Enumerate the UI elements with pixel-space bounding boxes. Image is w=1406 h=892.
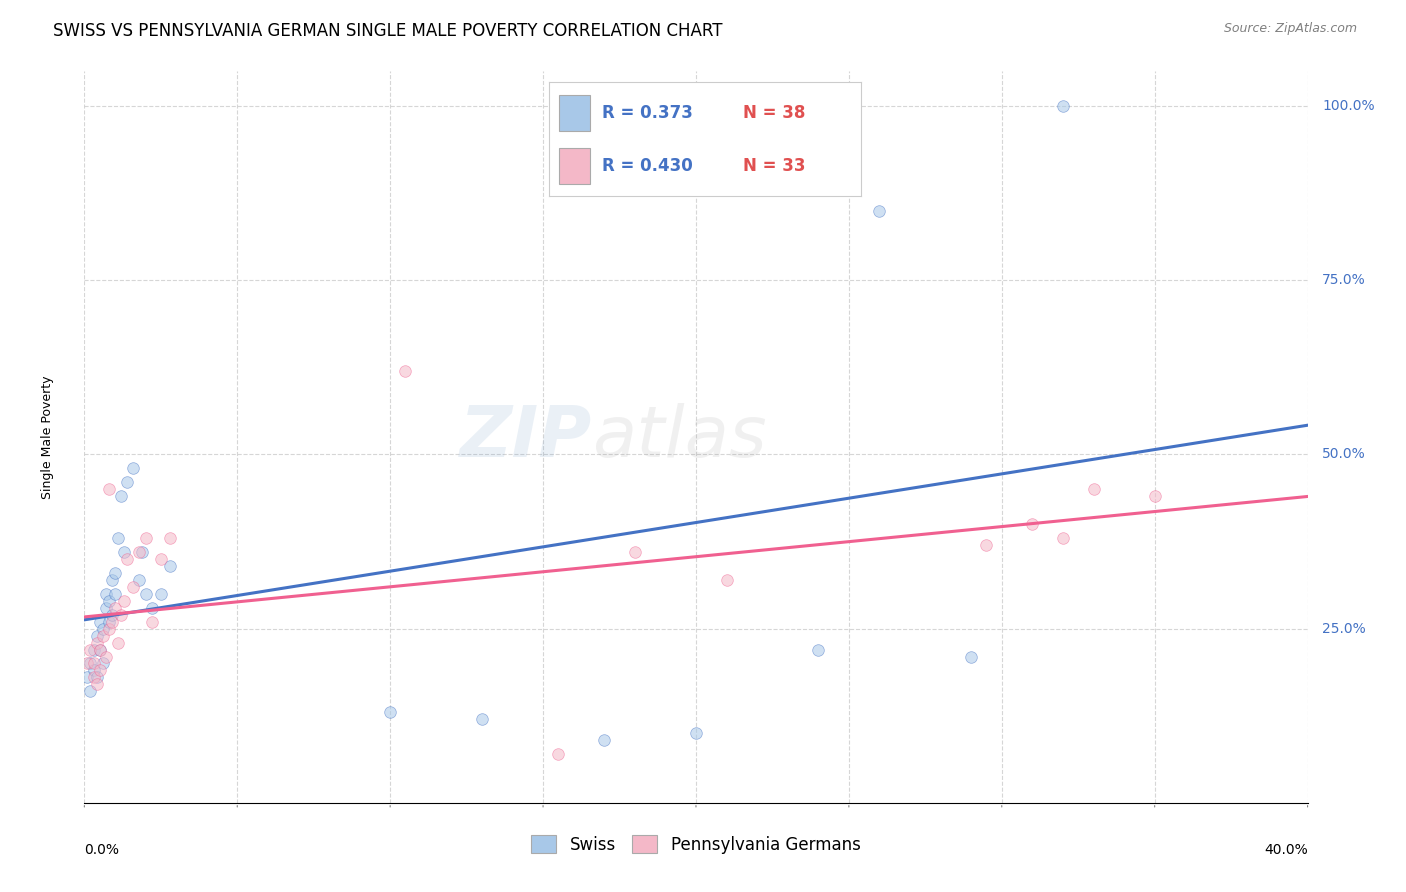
Point [159, 531, 181, 545]
Text: atlas: atlas [592, 402, 766, 472]
Point [83, 657, 105, 671]
Point [94, 600, 117, 615]
Point [86, 635, 108, 649]
Point [86, 629, 108, 643]
Text: 100.0%: 100.0% [1322, 99, 1375, 113]
Point [685, 726, 707, 740]
Point [131, 545, 153, 559]
Point [1052, 99, 1074, 113]
Point [89, 664, 111, 678]
Point [94, 587, 117, 601]
Point [976, 538, 998, 552]
Point [79, 657, 101, 671]
Point [1052, 531, 1074, 545]
Point [97, 615, 120, 629]
Point [79, 642, 101, 657]
Point [97, 483, 120, 497]
Point [547, 747, 569, 761]
Text: Single Male Poverty: Single Male Poverty [41, 376, 53, 499]
Text: 25.0%: 25.0% [1322, 622, 1367, 636]
Point [91, 622, 114, 636]
Point [97, 622, 120, 636]
Point [716, 573, 738, 587]
Point [128, 573, 150, 587]
Point [593, 733, 616, 747]
Point [101, 607, 124, 622]
Text: 50.0%: 50.0% [1322, 448, 1367, 461]
Point [135, 531, 157, 545]
Point [112, 545, 135, 559]
Text: 40.0%: 40.0% [1264, 843, 1308, 857]
Point [104, 600, 127, 615]
Point [394, 364, 416, 378]
Text: Source: ZipAtlas.com: Source: ZipAtlas.com [1223, 22, 1357, 36]
Point [624, 545, 647, 559]
Point [83, 664, 105, 678]
Point [960, 649, 983, 664]
Point [112, 594, 135, 608]
Point [94, 649, 117, 664]
Text: 0.0%: 0.0% [84, 843, 120, 857]
Point [1143, 489, 1166, 503]
Point [1083, 483, 1105, 497]
Legend: Swiss, Pennsylvania Germans: Swiss, Pennsylvania Germans [524, 829, 868, 860]
Point [107, 531, 129, 545]
Point [89, 642, 111, 657]
Point [104, 566, 127, 580]
Point [83, 642, 105, 657]
Point [110, 607, 132, 622]
Point [86, 670, 108, 684]
Point [91, 657, 114, 671]
Text: ZIP: ZIP [460, 402, 592, 472]
Point [115, 552, 138, 566]
Point [110, 489, 132, 503]
Point [104, 587, 127, 601]
Point [79, 684, 101, 698]
Point [76, 657, 98, 671]
Point [83, 670, 105, 684]
Point [135, 587, 157, 601]
Point [115, 475, 138, 490]
Point [97, 594, 120, 608]
Point [122, 580, 145, 594]
Point [107, 635, 129, 649]
Point [101, 615, 124, 629]
Text: SWISS VS PENNSYLVANIA GERMAN SINGLE MALE POVERTY CORRELATION CHART: SWISS VS PENNSYLVANIA GERMAN SINGLE MALE… [53, 22, 723, 40]
Point [89, 615, 111, 629]
Point [380, 705, 402, 719]
Point [86, 677, 108, 691]
Point [101, 573, 124, 587]
Point [1021, 517, 1043, 532]
Point [149, 552, 172, 566]
Point [128, 545, 150, 559]
Text: 75.0%: 75.0% [1322, 273, 1367, 287]
Point [91, 629, 114, 643]
Point [807, 642, 830, 657]
Point [141, 600, 163, 615]
Point [159, 558, 181, 573]
Point [869, 203, 891, 218]
Point [471, 712, 494, 726]
Point [141, 615, 163, 629]
Point [76, 670, 98, 684]
Point [122, 461, 145, 475]
Point [149, 587, 172, 601]
Point [89, 642, 111, 657]
